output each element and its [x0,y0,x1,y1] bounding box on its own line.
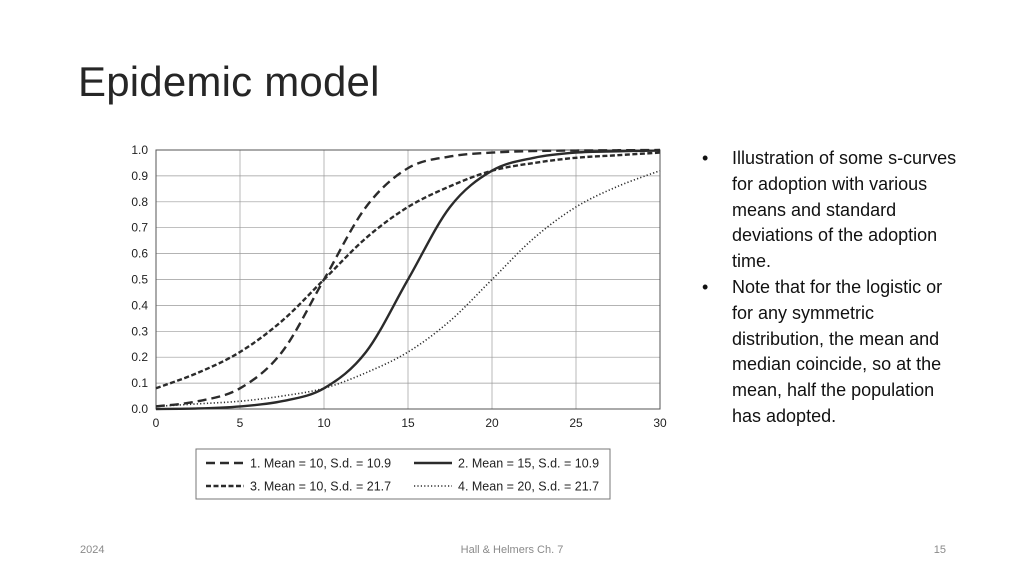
x-tick-label: 5 [237,416,244,430]
x-tick-label: 25 [569,416,583,430]
bullet-text: Illustration of some s-curves for adopti… [732,148,957,272]
y-tick-label: 0.7 [131,221,148,235]
bullet-icon: • [702,276,709,297]
series-line-4 [155,169,661,408]
slide-title: Epidemic model [78,58,380,105]
bullet-list: • Illustration of some s-curves for adopt… [702,146,964,430]
bullet-text: Note that for the logistic or for any sy… [732,276,943,426]
x-tick-label: 20 [485,416,499,430]
footer-source: Hall & Helmers Ch. 7 [460,544,564,556]
footer-date: 2024 [80,544,105,556]
series-line-1 [155,148,661,408]
series-line-2 [155,149,661,411]
bullet-icon: • [702,148,709,168]
x-tick-label: 10 [317,416,331,430]
y-tick-label: 0.6 [131,247,148,261]
bullet-item: • Illustration of some s-curves for adopt… [702,146,964,275]
y-tick-label: 0.4 [131,298,148,312]
y-tick-label: 1.0 [131,143,148,157]
y-tick-label: 0.8 [131,195,148,209]
y-tick-label: 0.9 [131,169,148,183]
y-tick-label: 0.0 [131,402,148,416]
legend-label-4: 4. Mean = 20, S.d. = 21.7 [458,480,599,494]
legend-label-3: 3. Mean = 10, S.d. = 21.7 [250,480,391,494]
bullet-item: • Note that for the logistic or for any s… [702,275,964,430]
series-line-3 [155,151,661,390]
y-tick-label: 0.1 [131,376,148,390]
x-tick-label: 15 [401,416,415,430]
s-curve-chart: 0.0 0.1 0.2 0.3 0.4 0.5 0.6 0.7 0.8 0.9 1.0 0 5 10 15 2… [131,143,667,500]
legend-box [195,448,611,500]
x-tick-label: 0 [153,416,160,430]
y-tick-label: 0.2 [131,350,148,364]
plot-frame [155,149,661,410]
legend-label-1: 1. Mean = 10, S.d. = 10.9 [250,457,391,471]
y-tick-label: 0.3 [131,324,148,338]
y-tick-label: 0.5 [131,273,148,287]
legend-label-2: 2. Mean = 15, S.d. = 10.9 [458,457,599,471]
footer-page-number: 15 [933,544,946,556]
x-tick-label: 30 [653,416,667,430]
